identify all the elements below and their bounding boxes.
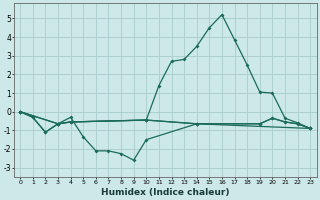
X-axis label: Humidex (Indice chaleur): Humidex (Indice chaleur) — [101, 188, 229, 197]
